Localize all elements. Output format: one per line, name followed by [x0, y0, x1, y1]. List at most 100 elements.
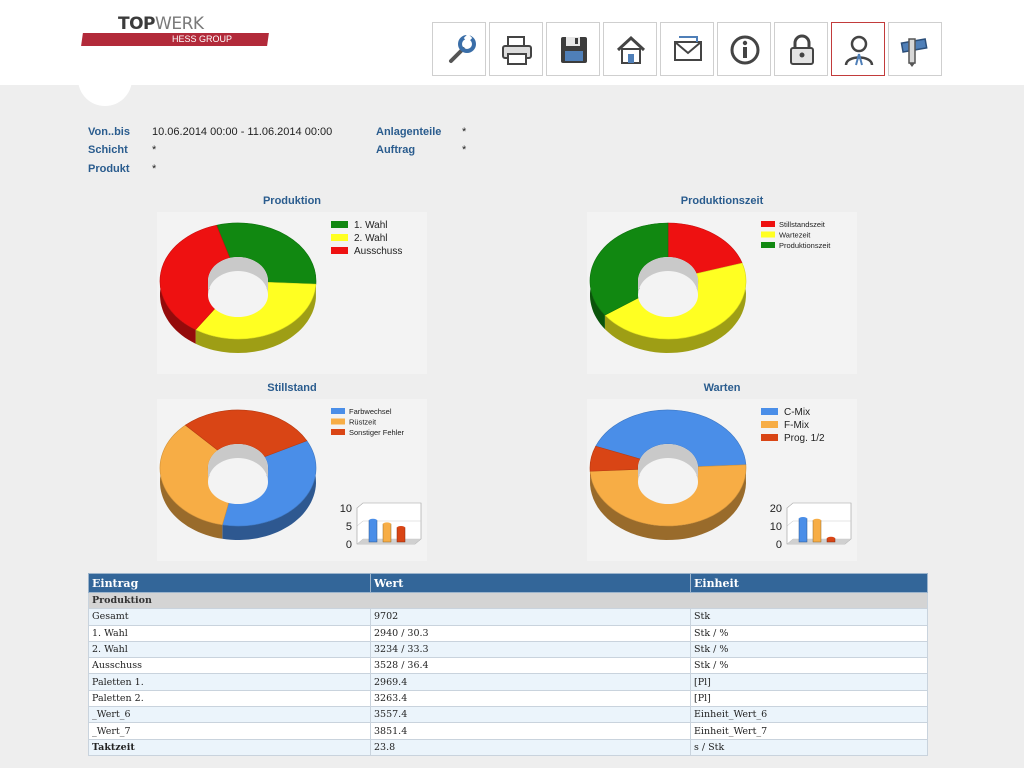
anlagenteile-label: Anlagenteile	[376, 126, 442, 138]
table-header-row: Eintrag Wert Einheit	[88, 573, 928, 593]
legend-swatch-2	[761, 242, 775, 248]
donut-svg: 1. Wahl 2. Wahl Ausschuss	[159, 220, 402, 353]
donut-hole-wall	[208, 257, 268, 295]
cell-wert: 3851.4	[370, 722, 691, 740]
donut-svg: C-Mix F-Mix Prog. 1/2 20 10 0	[589, 407, 852, 551]
inset-bar-cap-1	[383, 522, 391, 526]
toolbar-printer-button[interactable]	[489, 22, 543, 76]
table-row[interactable]: 2. Wahl 3234 / 33.3 Stk / %	[88, 640, 928, 659]
toolbar-envelope-button[interactable]	[660, 22, 714, 76]
chart-title-produktionszeit: Produktionszeit	[680, 195, 764, 207]
cell-einheit: [Pl]	[690, 689, 928, 708]
inset-bar-cap-1	[813, 518, 821, 522]
toolbar-info-button[interactable]	[717, 22, 771, 76]
header-tab-bump	[78, 66, 132, 106]
inset-grid-1	[356, 520, 364, 527]
von-bis-label: Von..bis	[88, 126, 130, 138]
table-row[interactable]: Paletten 2. 3263.4 [Pl]	[88, 689, 928, 708]
lock-icon	[790, 34, 814, 65]
legend-label-2: Sonstiger Fehler	[349, 428, 405, 437]
inset-tick-2: 0	[346, 539, 352, 551]
legend-label-2: Prog. 1/2	[784, 433, 825, 444]
logo-brand-light: WERK	[155, 14, 204, 34]
legend-label-0: C-Mix	[784, 407, 810, 418]
legend-swatch-1	[761, 231, 775, 238]
column-header-eintrag[interactable]: Eintrag	[88, 573, 371, 593]
donut-hole-floor	[208, 460, 268, 504]
slice-side-1	[604, 263, 746, 353]
toolbar-ruler-pencil-button[interactable]	[888, 22, 942, 76]
inset-grid-0	[786, 502, 794, 509]
table-row[interactable]: Taktzeit 23.8 s / Stk	[88, 738, 928, 756]
toolbar-home-button[interactable]	[603, 22, 657, 76]
inset-tick-1: 10	[770, 521, 782, 533]
auftrag-value: *	[462, 144, 467, 156]
legend-label-1: Rüstzeit	[349, 418, 377, 427]
inset-bar-cap-2	[397, 526, 405, 530]
cell-wert: 3557.4	[370, 706, 691, 724]
table-row[interactable]: Ausschuss 3528 / 36.4 Stk / %	[88, 657, 928, 675]
toolbar-floppy-disk-button[interactable]	[546, 22, 600, 76]
inset-grid-1	[786, 520, 794, 527]
donut-hole-wall	[208, 444, 268, 482]
chart-warten: C-Mix F-Mix Prog. 1/2 20 10 0	[587, 399, 857, 561]
home-icon	[616, 35, 646, 64]
schicht-value: *	[152, 144, 157, 156]
column-header-wert[interactable]: Wert	[370, 573, 691, 593]
chart-produktion: 1. Wahl 2. Wahl Ausschuss	[157, 212, 427, 374]
table-row[interactable]: _Wert_7 3851.4 Einheit_Wert_7	[88, 722, 928, 740]
toolbar-wrench-button[interactable]	[432, 22, 486, 76]
info-icon	[730, 35, 760, 65]
legend-label-1: Wartezeit	[779, 231, 811, 240]
data-table: Eintrag Wert Einheit Produktion Gesamt 97…	[88, 573, 928, 756]
table-row[interactable]: Gesamt 9702 Stk	[88, 608, 928, 626]
column-header-einheit[interactable]: Einheit	[690, 573, 928, 593]
slice-side-1	[195, 284, 316, 353]
legend-label-2: Produktionszeit	[779, 241, 831, 250]
chart-title-warten: Warten	[703, 382, 741, 394]
inset-bar-2	[396, 527, 406, 543]
toolbar-lock-button[interactable]	[774, 22, 828, 76]
donut-hole-floor	[638, 273, 698, 317]
chart-title-stillstand: Stillstand	[267, 382, 317, 394]
cell-eintrag: _Wert_7	[88, 722, 371, 740]
table-row[interactable]: 1. Wahl 2940 / 30.3 Stk / %	[88, 624, 928, 642]
cell-eintrag: 2. Wahl	[88, 640, 371, 659]
donut-hole-floor	[638, 460, 698, 504]
envelope-icon	[674, 36, 702, 61]
inset-bar-1	[812, 520, 822, 543]
inset-tick-2: 0	[776, 539, 782, 551]
slice-side-1	[590, 464, 746, 540]
cell-eintrag: 1. Wahl	[88, 624, 371, 642]
wrench-icon	[449, 33, 476, 63]
toolbar-user-button[interactable]	[831, 22, 885, 76]
inset-bar-0	[368, 520, 378, 543]
cell-eintrag: Ausschuss	[88, 657, 371, 675]
legend-swatch-1	[331, 234, 348, 241]
cell-wert: 9702	[370, 608, 691, 626]
logo-wordmark: TOPWERK	[118, 14, 204, 34]
legend-label-0: Farbwechsel	[349, 407, 392, 416]
inset-bar-0	[798, 518, 808, 543]
legend-swatch-0	[331, 221, 348, 228]
cell-einheit: s / Stk	[690, 738, 928, 756]
legend-label-2: Ausschuss	[354, 246, 402, 257]
produkt-label: Produkt	[88, 163, 130, 175]
inset-grid-0	[356, 502, 364, 509]
cell-einheit: Stk / %	[690, 657, 928, 675]
table-section-row: Produktion	[88, 591, 928, 610]
ruler-pencil-icon	[900, 38, 928, 67]
legend-swatch-1	[761, 421, 778, 428]
topwerk-logo: TOPWERK HESS GROUP	[81, 14, 269, 48]
legend-swatch-2	[331, 429, 345, 435]
chart-stillstand: Farbwechsel Rüstzeit Sonstiger Fehler 10 5 0	[157, 399, 427, 561]
table-row[interactable]: _Wert_6 3557.4 Einheit_Wert_6	[88, 706, 928, 724]
cell-eintrag: Gesamt	[88, 608, 371, 626]
chart-produktionszeit: Stillstandszeit Wartezeit Produktionszeit	[587, 212, 857, 374]
cell-wert: 2940 / 30.3	[370, 624, 691, 642]
table-row[interactable]: Paletten 1. 2969.4 [Pl]	[88, 673, 928, 691]
slice-side-1	[160, 425, 223, 539]
chart-title-produktion: Produktion	[262, 195, 322, 207]
